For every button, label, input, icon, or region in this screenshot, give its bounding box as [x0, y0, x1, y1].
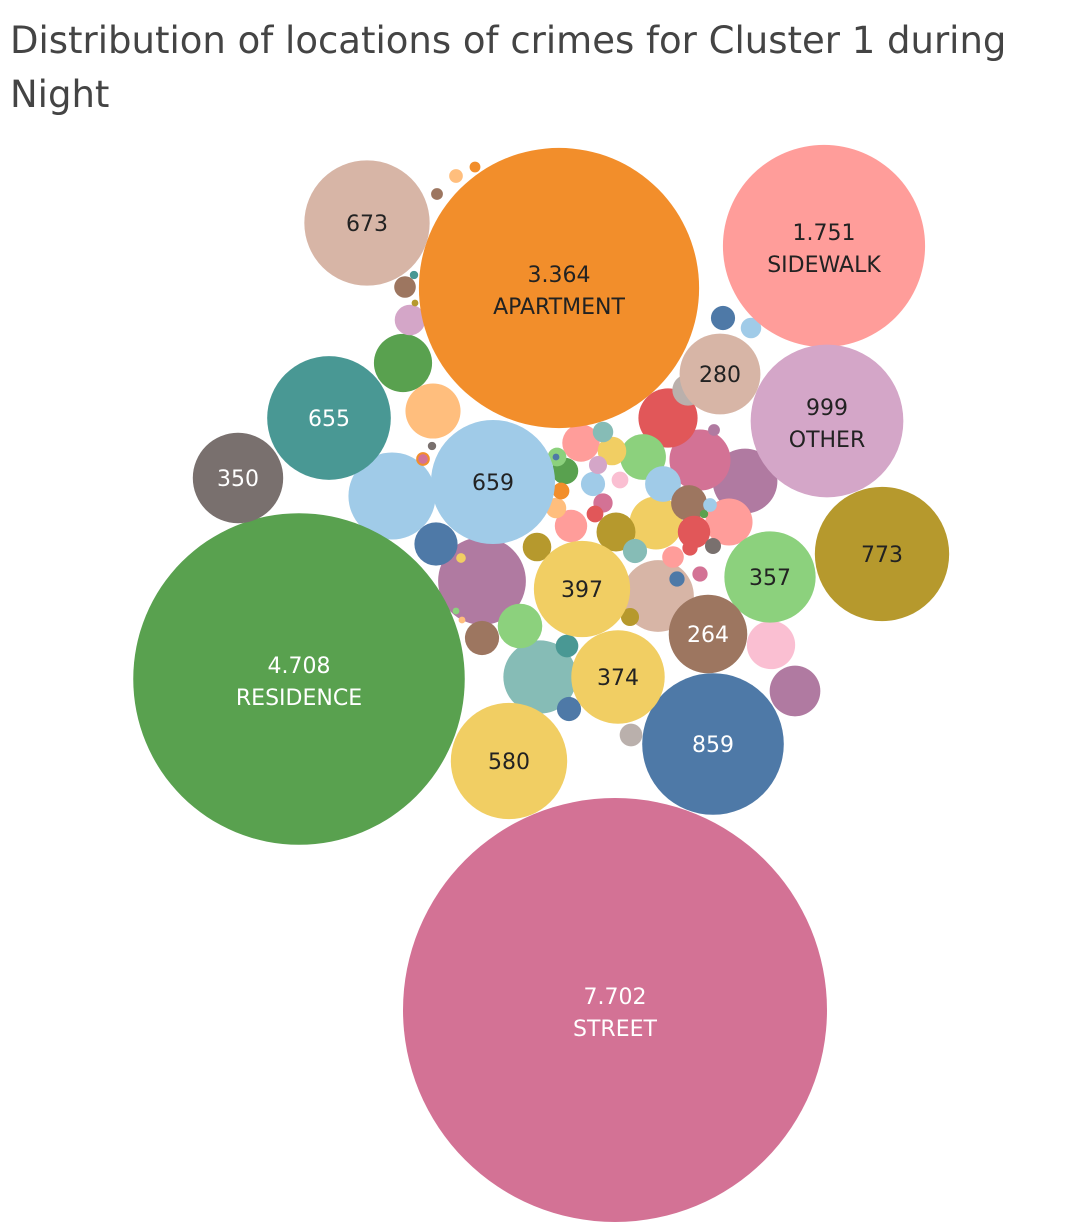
bubble-apartment[interactable]	[418, 147, 700, 429]
bubble-small-10[interactable]	[629, 496, 683, 550]
bubble-value-label: 397	[561, 578, 603, 603]
bubble-other[interactable]	[750, 344, 904, 498]
bubble-location-label: RESIDENCE	[236, 686, 362, 711]
bubble-value-655[interactable]	[267, 356, 391, 480]
bubble-small-20[interactable]	[671, 485, 707, 521]
bubble-small-55[interactable]	[708, 424, 720, 436]
bubble-value-280[interactable]	[679, 333, 761, 415]
bubble-small-9[interactable]	[405, 383, 461, 439]
bubble-small-2[interactable]	[348, 452, 436, 540]
bubble-value-label: 7.702	[584, 985, 647, 1010]
bubble-value-659[interactable]	[430, 419, 556, 545]
bubble-value-580[interactable]	[450, 702, 568, 820]
bubble-small-62[interactable]	[552, 453, 560, 461]
bubble-value-859[interactable]	[642, 673, 784, 815]
bubble-small-50[interactable]	[692, 566, 708, 582]
bubble-small-44[interactable]	[586, 505, 604, 523]
bubble-small-12[interactable]	[746, 620, 796, 670]
bubble-value-label: 773	[861, 543, 903, 568]
bubble-small-39[interactable]	[592, 421, 614, 443]
bubble-value-374[interactable]	[571, 630, 665, 724]
bubble-value-label: 357	[749, 566, 791, 591]
bubble-sidewalk[interactable]	[722, 144, 926, 348]
bubble-location-label: STREET	[573, 1017, 657, 1042]
bubble-location-label: SIDEWALK	[767, 253, 881, 278]
bubble-small-23[interactable]	[554, 509, 588, 543]
bubble-value-357[interactable]	[724, 531, 816, 623]
bubble-small-11[interactable]	[769, 665, 821, 717]
bubble-small-29[interactable]	[622, 538, 648, 564]
bubble-small-56[interactable]	[469, 161, 481, 173]
bubble-small-17[interactable]	[596, 512, 636, 552]
bubble-value-label: 264	[687, 623, 729, 648]
bubble-small-35[interactable]	[394, 276, 416, 298]
bubble-small-30[interactable]	[556, 696, 582, 722]
bubble-small-64[interactable]	[452, 607, 460, 615]
bubble-value-350[interactable]	[192, 432, 284, 524]
bubble-location-label: APARTMENT	[493, 295, 625, 320]
bubble-value-label: 350	[217, 467, 259, 492]
bubble-small-16[interactable]	[414, 522, 458, 566]
bubble-small-60[interactable]	[699, 509, 709, 519]
bubble-small-36[interactable]	[662, 546, 684, 568]
bubble-small-46[interactable]	[611, 471, 629, 489]
bubble-small-33[interactable]	[555, 634, 579, 658]
bubble-value-label: 3.364	[528, 263, 591, 288]
bubble-small-51[interactable]	[703, 498, 717, 512]
bubble-small-48[interactable]	[669, 571, 685, 587]
bubble-value-673[interactable]	[304, 160, 430, 286]
bubble-location-label: OTHER	[789, 428, 865, 453]
bubble-small-42[interactable]	[620, 607, 640, 627]
bubble-value-label: 280	[699, 363, 741, 388]
bubble-value-773[interactable]	[814, 486, 950, 622]
bubble-value-label: 1.751	[793, 221, 856, 246]
bubble-value-397[interactable]	[533, 540, 631, 638]
bubble-small-53[interactable]	[449, 169, 463, 183]
bubble-value-label: 580	[488, 750, 530, 775]
bubble-small-31[interactable]	[580, 471, 606, 497]
bubble-small-65[interactable]	[411, 299, 419, 307]
bubble-street[interactable]	[403, 798, 827, 1222]
bubble-small-34[interactable]	[619, 723, 643, 747]
bubble-small-38[interactable]	[740, 317, 762, 339]
bubble-small-13[interactable]	[705, 498, 753, 546]
bubble-small-3[interactable]	[503, 640, 577, 714]
bubble-small-61[interactable]	[409, 270, 419, 280]
bubble-value-264[interactable]	[668, 594, 748, 674]
bubble-value-label: 859	[692, 733, 734, 758]
bubble-small-58[interactable]	[418, 454, 428, 464]
bubble-small-54[interactable]	[431, 188, 443, 200]
bubble-small-26[interactable]	[522, 532, 552, 562]
bubble-value-label: 655	[308, 407, 350, 432]
bubble-small-18[interactable]	[562, 424, 600, 462]
bubble-value-label: 999	[806, 396, 848, 421]
bubble-value-label: 4.708	[268, 654, 331, 679]
bubble-small-49[interactable]	[682, 540, 698, 556]
bubble-small-27[interactable]	[597, 436, 627, 466]
bubble-small-8[interactable]	[373, 333, 433, 393]
bubble-small-15[interactable]	[497, 603, 543, 649]
bubble-value-label: 659	[472, 471, 514, 496]
bubble-value-label: 374	[597, 666, 639, 691]
bubble-residence[interactable]	[133, 513, 465, 845]
chart-title: Distribution of locations of crimes for …	[10, 19, 1007, 116]
bubble-small-57[interactable]	[456, 553, 466, 563]
bubble-small-6[interactable]	[669, 429, 731, 491]
bubble-value-label: 673	[346, 212, 388, 237]
bubble-small-59[interactable]	[427, 441, 437, 451]
bubble-small-25[interactable]	[394, 304, 426, 336]
bubble-small-22[interactable]	[677, 515, 711, 549]
bubble-small-21[interactable]	[464, 620, 500, 656]
bubble-small-63[interactable]	[458, 616, 466, 624]
bubble-small-32[interactable]	[710, 305, 736, 331]
bubble-small-43[interactable]	[588, 455, 608, 475]
bubble-small-45[interactable]	[552, 482, 570, 500]
bubble-small-19[interactable]	[645, 466, 681, 502]
bubble-small-47[interactable]	[704, 537, 722, 555]
